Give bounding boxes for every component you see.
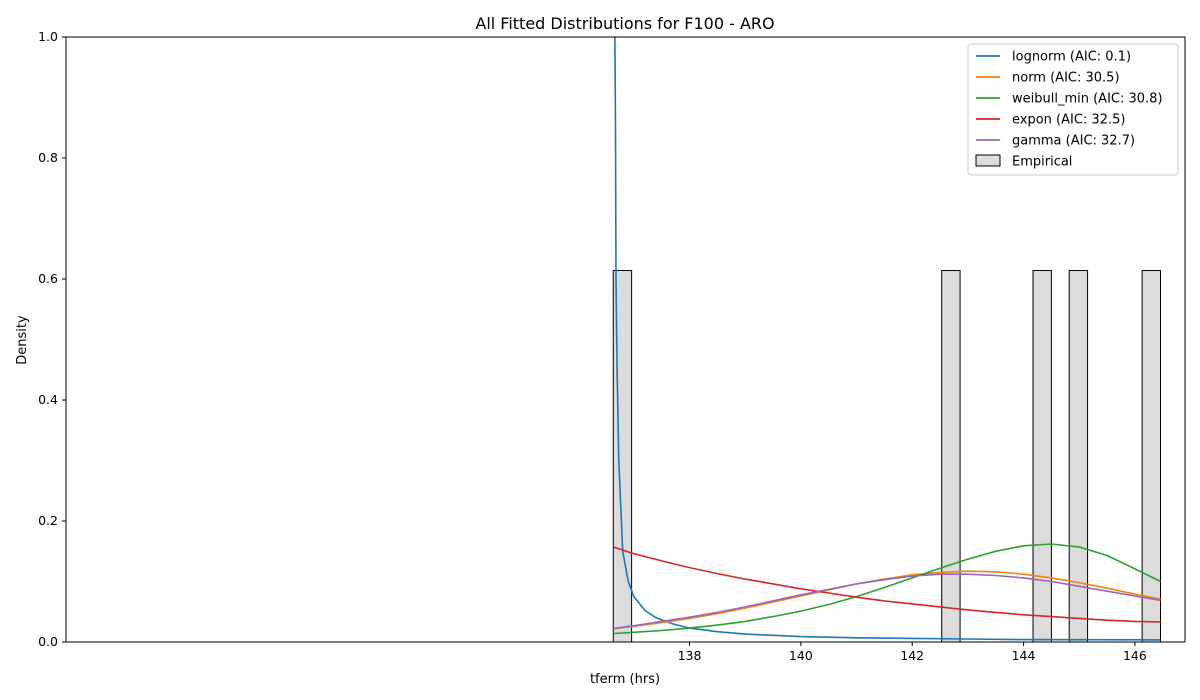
y-tick-label: 0.8 [38, 150, 58, 165]
x-axis-label: tferm (hrs) [590, 672, 660, 687]
series-line-lognorm [614, 37, 1161, 641]
y-tick-label: 0.0 [38, 634, 58, 649]
legend: lognorm (AIC: 0.1) norm (AIC: 30.5) weibul… [967, 43, 1179, 176]
y-axis-label: Density [15, 315, 30, 365]
legend-entry: norm (AIC: 30.5) [1012, 71, 1120, 86]
x-axis-ticks: 138 140 142 144 146 [678, 642, 1147, 663]
plot-frame [65, 36, 1186, 643]
y-tick-label: 0.6 [38, 271, 58, 286]
legend-entry: gamma (AIC: 32.7) [1012, 134, 1135, 149]
x-tick-label: 140 [789, 648, 813, 663]
series-lines [613, 37, 1161, 641]
histogram-bar-2 [1032, 270, 1052, 643]
legend-entry: weibull_min (AIC: 30.8) [1012, 92, 1163, 107]
series-line-gamma [613, 573, 1161, 630]
histogram-bar-4 [1141, 270, 1162, 643]
series-line-weibull_min [613, 543, 1161, 635]
y-tick-label: 0.2 [38, 513, 58, 528]
y-tick-label: 0.4 [38, 392, 58, 407]
legend-entry: expon (AIC: 32.5) [1012, 113, 1125, 128]
legend-box [967, 43, 1179, 176]
histogram-bars [612, 270, 1162, 643]
x-tick-label: 142 [900, 648, 924, 663]
y-axis-ticks: 0.0 0.2 0.4 0.6 0.8 1.0 [38, 29, 66, 649]
series-line-expon [613, 546, 1161, 623]
legend-entry: lognorm (AIC: 0.1) [1012, 50, 1131, 65]
y-tick-label: 1.0 [38, 29, 58, 44]
legend-entry-empirical: Empirical [1012, 155, 1072, 170]
x-tick-label: 146 [1123, 648, 1147, 663]
chart-title: All Fitted Distributions for F100 - ARO [475, 14, 774, 33]
x-tick-label: 144 [1012, 648, 1036, 663]
histogram-bar-1 [941, 270, 961, 643]
x-tick-label: 138 [678, 648, 702, 663]
legend-swatch-empirical [975, 154, 1001, 167]
